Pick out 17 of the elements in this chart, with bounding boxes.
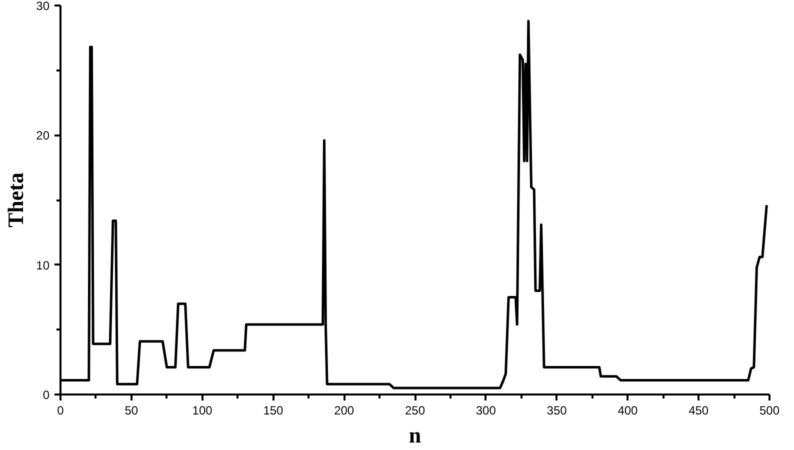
x-tick-label: 100 bbox=[192, 404, 213, 418]
x-tick-label: 200 bbox=[334, 404, 354, 418]
x-tick-label: 250 bbox=[404, 404, 426, 418]
x-tick-label: 400 bbox=[618, 404, 638, 418]
x-tick-label: 450 bbox=[688, 404, 709, 418]
y-tick-label: 20 bbox=[36, 128, 50, 143]
y-axis-title: Theta bbox=[3, 172, 28, 228]
x-tick-label: 50 bbox=[124, 404, 138, 418]
x-tick-label: 0 bbox=[57, 404, 64, 418]
y-tick-label: 10 bbox=[36, 258, 50, 272]
x-tick-label: 500 bbox=[759, 404, 780, 418]
x-tick-label: 350 bbox=[546, 404, 568, 418]
x-tick-label: 300 bbox=[476, 404, 496, 418]
y-tick-label: 30 bbox=[36, 0, 50, 13]
y-tick-label: 0 bbox=[42, 388, 50, 402]
x-tick-label: 150 bbox=[263, 404, 284, 418]
x-axis-title: n bbox=[408, 422, 422, 448]
